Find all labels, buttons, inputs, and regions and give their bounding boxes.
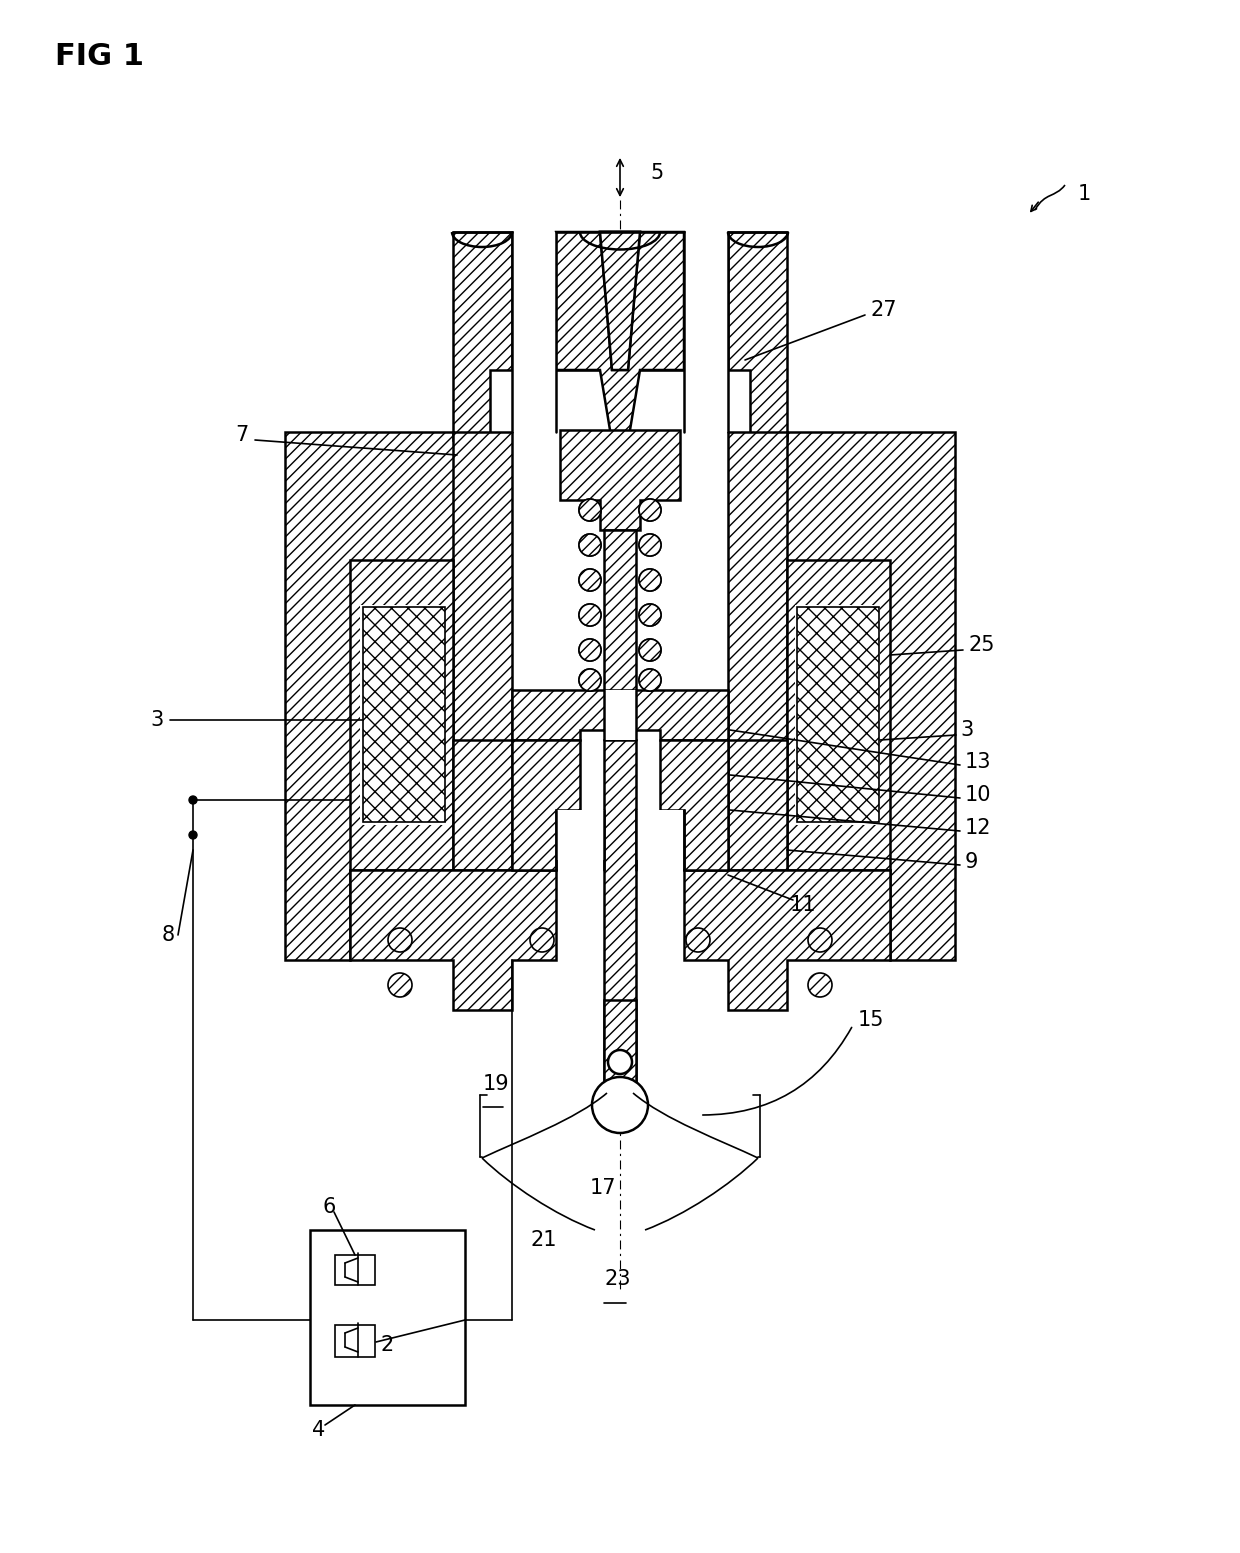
Text: 9: 9 bbox=[965, 853, 978, 871]
Polygon shape bbox=[600, 231, 640, 370]
Polygon shape bbox=[560, 430, 680, 530]
Circle shape bbox=[639, 638, 661, 662]
Bar bbox=[512, 231, 556, 432]
Circle shape bbox=[591, 1076, 649, 1134]
Circle shape bbox=[639, 568, 661, 592]
Bar bbox=[604, 739, 636, 1110]
Text: 23: 23 bbox=[604, 1269, 630, 1289]
Circle shape bbox=[579, 669, 601, 691]
Bar bbox=[797, 607, 879, 822]
Polygon shape bbox=[350, 870, 556, 1009]
Circle shape bbox=[579, 499, 601, 520]
Circle shape bbox=[579, 669, 601, 691]
Circle shape bbox=[579, 604, 601, 626]
Text: 3: 3 bbox=[150, 710, 164, 730]
Text: 11: 11 bbox=[790, 895, 816, 915]
Circle shape bbox=[579, 638, 601, 662]
Circle shape bbox=[639, 669, 661, 691]
Polygon shape bbox=[787, 561, 890, 870]
Circle shape bbox=[188, 831, 197, 839]
Circle shape bbox=[529, 929, 554, 952]
Polygon shape bbox=[512, 739, 580, 870]
Polygon shape bbox=[512, 690, 728, 739]
Circle shape bbox=[579, 604, 601, 626]
Bar bbox=[604, 1000, 636, 1086]
Circle shape bbox=[388, 929, 412, 952]
Polygon shape bbox=[684, 870, 890, 1009]
Circle shape bbox=[639, 568, 661, 592]
Bar bbox=[363, 607, 445, 822]
Bar bbox=[684, 231, 728, 432]
Circle shape bbox=[579, 534, 601, 556]
Circle shape bbox=[639, 638, 661, 662]
Bar bbox=[604, 690, 636, 739]
Circle shape bbox=[579, 638, 601, 662]
Polygon shape bbox=[728, 432, 787, 870]
Text: 3: 3 bbox=[960, 721, 973, 739]
Text: 19: 19 bbox=[484, 1075, 510, 1093]
Text: 4: 4 bbox=[312, 1419, 325, 1440]
Text: 21: 21 bbox=[529, 1230, 557, 1250]
Text: 5: 5 bbox=[650, 163, 663, 183]
Polygon shape bbox=[640, 231, 684, 370]
Text: 12: 12 bbox=[965, 818, 992, 839]
Text: 8: 8 bbox=[162, 926, 175, 944]
Polygon shape bbox=[285, 432, 490, 960]
Text: 10: 10 bbox=[965, 784, 992, 804]
Polygon shape bbox=[556, 231, 600, 370]
Circle shape bbox=[639, 604, 661, 626]
Polygon shape bbox=[600, 231, 640, 370]
Bar bbox=[310, 1230, 465, 1405]
Circle shape bbox=[579, 568, 601, 592]
Circle shape bbox=[608, 1050, 632, 1075]
Text: 1: 1 bbox=[1078, 183, 1091, 203]
Text: 13: 13 bbox=[965, 752, 992, 772]
Text: 27: 27 bbox=[870, 300, 897, 320]
Polygon shape bbox=[728, 231, 787, 439]
Bar bbox=[795, 606, 880, 825]
Circle shape bbox=[686, 929, 711, 952]
Circle shape bbox=[639, 534, 661, 556]
Circle shape bbox=[579, 534, 601, 556]
Circle shape bbox=[639, 604, 661, 626]
Polygon shape bbox=[350, 561, 453, 870]
Bar bbox=[360, 606, 445, 825]
Text: 17: 17 bbox=[590, 1179, 616, 1197]
Polygon shape bbox=[453, 739, 512, 870]
Text: 6: 6 bbox=[322, 1197, 335, 1218]
Circle shape bbox=[639, 499, 661, 520]
Polygon shape bbox=[600, 231, 640, 370]
Polygon shape bbox=[453, 432, 512, 870]
Polygon shape bbox=[728, 739, 787, 870]
Circle shape bbox=[808, 974, 832, 997]
Polygon shape bbox=[750, 432, 955, 960]
Circle shape bbox=[579, 568, 601, 592]
Circle shape bbox=[639, 499, 661, 520]
Text: FIG 1: FIG 1 bbox=[55, 42, 144, 71]
Circle shape bbox=[639, 534, 661, 556]
Text: 25: 25 bbox=[968, 635, 994, 655]
Circle shape bbox=[188, 797, 197, 804]
Text: 15: 15 bbox=[858, 1009, 884, 1030]
Circle shape bbox=[388, 974, 412, 997]
Bar bbox=[335, 1325, 374, 1357]
Bar bbox=[636, 811, 683, 860]
Text: 2: 2 bbox=[379, 1336, 393, 1356]
Text: 7: 7 bbox=[236, 426, 248, 446]
Bar bbox=[335, 1255, 374, 1284]
Bar bbox=[557, 811, 604, 860]
Circle shape bbox=[639, 669, 661, 691]
Polygon shape bbox=[660, 739, 728, 870]
Bar bbox=[604, 530, 636, 730]
Circle shape bbox=[808, 929, 832, 952]
Circle shape bbox=[579, 499, 601, 520]
Polygon shape bbox=[556, 231, 684, 460]
Polygon shape bbox=[453, 231, 512, 439]
